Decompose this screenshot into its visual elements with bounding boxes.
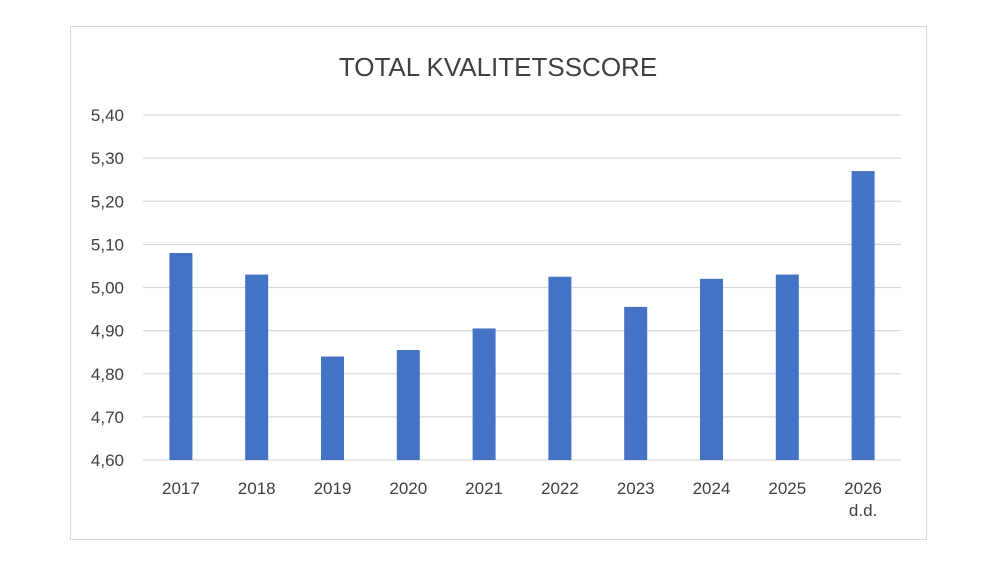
y-tick-label: 4,80 xyxy=(91,365,124,384)
bar xyxy=(321,356,344,460)
bars xyxy=(169,171,875,460)
x-axis-ticks: 2017 2018 2019 2020 2021 2022 2023 2024 2025 2026… xyxy=(162,479,882,520)
gridlines xyxy=(143,114,901,461)
x-tick-label: 2021 xyxy=(465,479,503,498)
y-tick-label: 5,20 xyxy=(91,192,124,211)
y-tick-label: 5,00 xyxy=(91,279,124,298)
y-tick-label: 4,70 xyxy=(91,408,124,427)
bar xyxy=(396,350,420,460)
y-tick-label: 5,40 xyxy=(91,106,124,125)
bar xyxy=(169,253,193,460)
bar xyxy=(472,328,496,460)
x-tick-label: 2019 xyxy=(314,479,352,498)
x-tick-label: 2025 xyxy=(768,479,806,498)
chart-title: TOTAL KVALITETSSCORE xyxy=(339,52,657,82)
bar xyxy=(775,274,799,460)
x-tick-label: 2026 d.d. xyxy=(844,479,882,520)
bar xyxy=(624,306,648,460)
x-tick-label: 2022 xyxy=(541,479,579,498)
bar xyxy=(700,278,723,460)
y-tick-label: 4,60 xyxy=(91,451,124,470)
bar xyxy=(548,276,572,460)
x-tick-label: 2023 xyxy=(617,479,655,498)
x-tick-label: 2020 xyxy=(389,479,427,498)
y-tick-label: 4,90 xyxy=(91,322,124,341)
x-tick-label: 2018 xyxy=(238,479,276,498)
y-axis-ticks: 4,60 4,70 4,80 4,90 5,00 5,10 5,20 5,30 5,40 xyxy=(91,106,124,470)
x-tick-label: 2024 xyxy=(693,479,731,498)
bar xyxy=(851,171,875,460)
x-tick-label: 2017 xyxy=(162,479,200,498)
bar xyxy=(245,274,269,460)
y-tick-label: 5,10 xyxy=(91,235,124,254)
y-tick-label: 5,30 xyxy=(91,149,124,168)
